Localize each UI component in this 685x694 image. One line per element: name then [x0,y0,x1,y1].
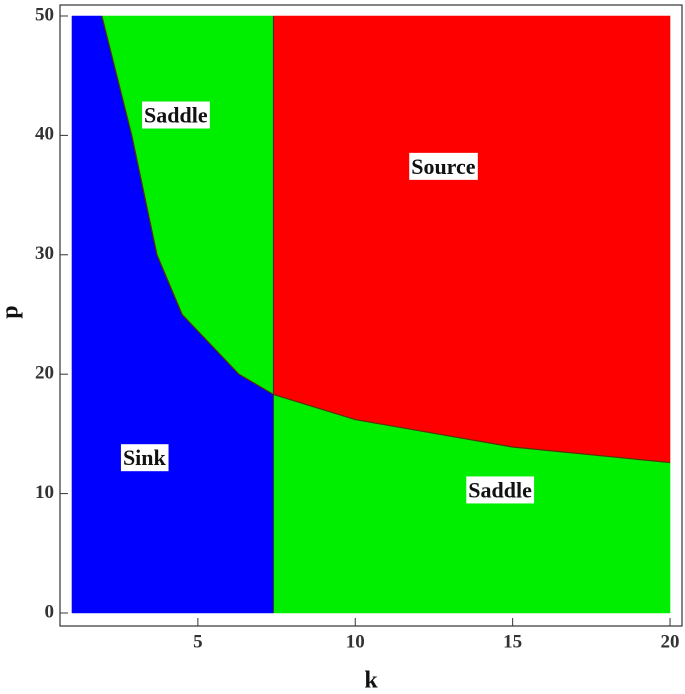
y-tick-label: 30 [35,243,54,264]
region-label: Saddle [468,477,532,502]
region-label: Saddle [144,103,208,128]
region-label-group: Source [409,152,478,180]
x-tick-label: 10 [346,631,365,652]
region-label-group: Saddle [466,476,535,504]
x-tick-label: 20 [661,631,680,652]
boundary-curve [101,15,671,464]
x-axis-label: k [364,668,378,694]
label-box [466,476,535,504]
region-label: Source [411,154,476,179]
y-tick-label: 40 [35,124,54,145]
y-tick-label: 50 [35,4,54,25]
x-tick-label: 15 [503,631,522,652]
plot-frame [59,4,683,627]
region-label: Sink [123,445,167,470]
y-tick-label: 20 [35,363,54,384]
region-label-group: Sink [120,444,169,472]
label-box [409,152,478,180]
region-label-group: Saddle [142,101,210,129]
x-tick-label: 5 [193,631,203,652]
label-box [142,101,210,129]
y-tick-label: 0 [45,601,55,622]
region [273,15,671,463]
y-axis-label: p [0,305,24,318]
y-tick-label: 10 [35,482,54,503]
label-box [120,444,169,472]
